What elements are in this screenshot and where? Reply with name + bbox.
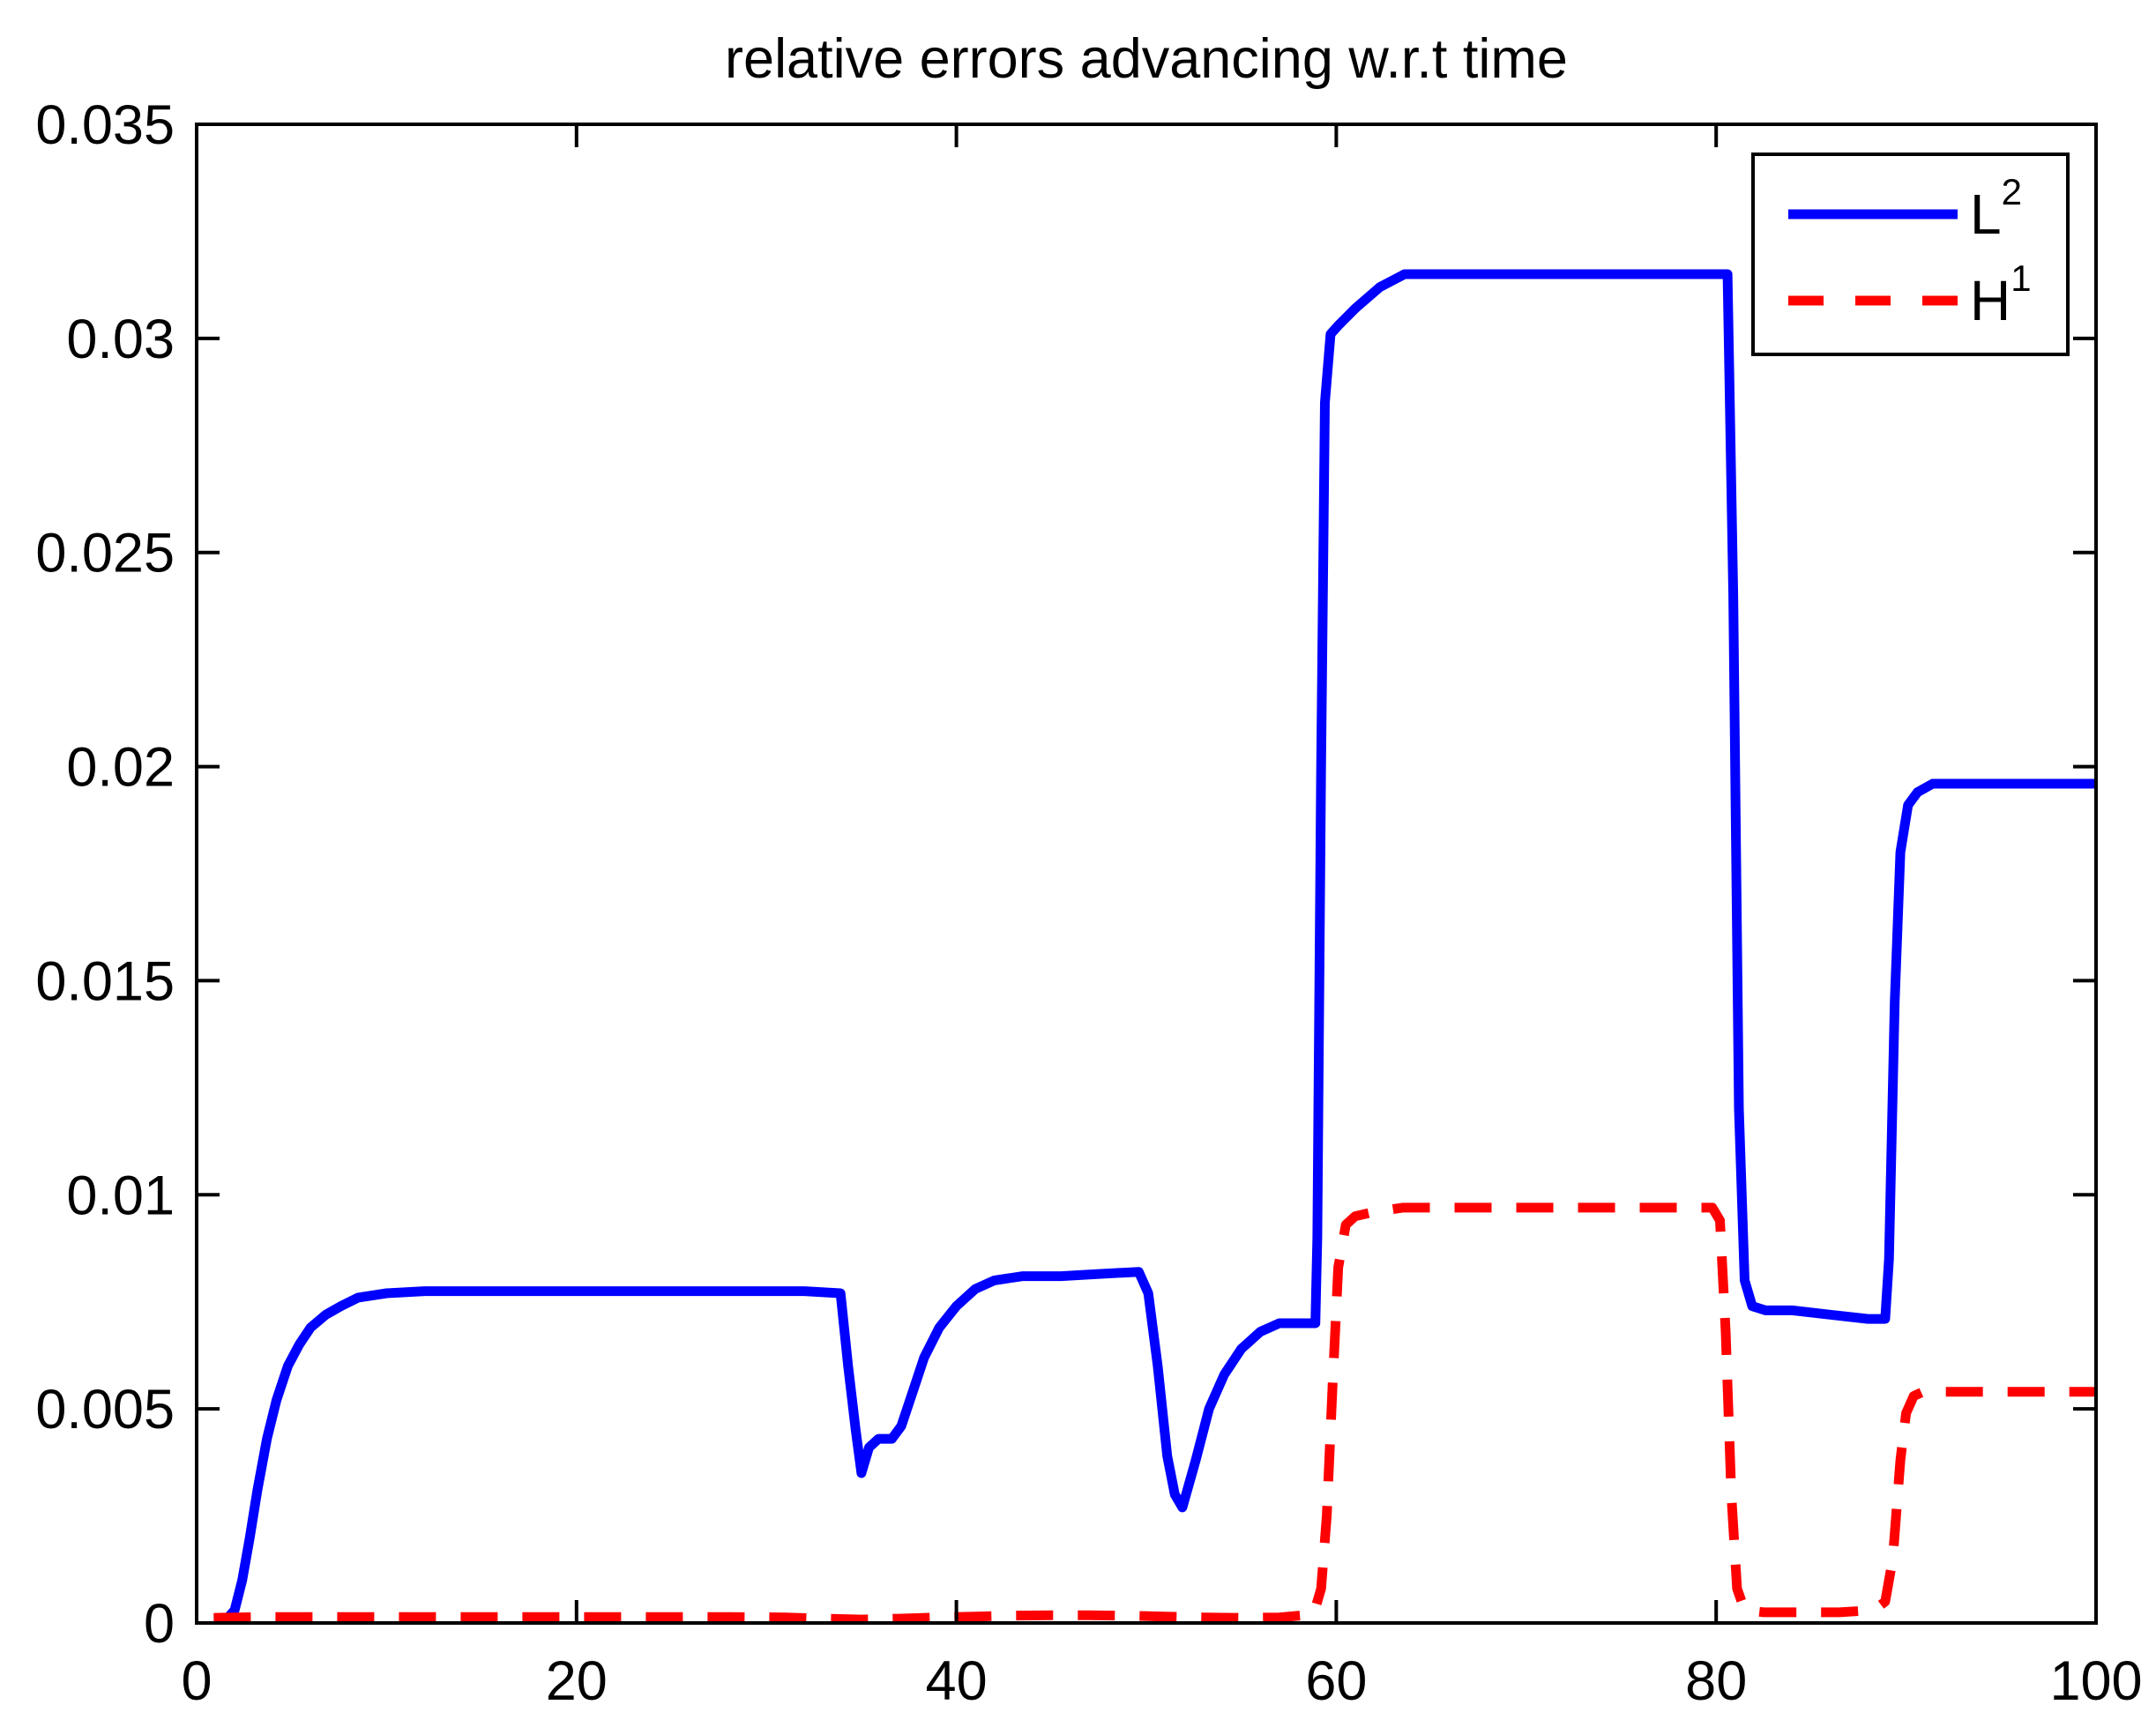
y-tick-label: 0.005 [35, 1379, 175, 1440]
legend-box [1751, 153, 2070, 356]
x-tick-label: 80 [1685, 1650, 1747, 1712]
y-tick-label: 0.025 [35, 523, 175, 584]
x-tick-label: 20 [546, 1650, 608, 1712]
series-layer [213, 269, 2096, 1625]
y-tick-label: 0.03 [66, 309, 175, 370]
legend-label-h1: H1 [1970, 257, 2032, 332]
x-tick-label: 40 [926, 1650, 988, 1712]
axes-box [195, 123, 2098, 1625]
y-tick-label: 0.01 [66, 1165, 175, 1226]
y-tick-label: 0.035 [35, 94, 175, 156]
axes-layer [195, 123, 2098, 1625]
x-tick-label: 100 [2049, 1650, 2142, 1712]
tick-label-layer: 0 20 40 60 80 100 0 0.005 0.01 0.015 0.02 0.025 0.03… [35, 94, 2142, 1712]
y-tick-label: 0.02 [66, 737, 175, 799]
series-line-l2 [213, 269, 2096, 1624]
y-tick-label: 0 [144, 1593, 175, 1655]
chart-title: relative errors advancing w.r.t time [725, 28, 1568, 90]
series-line-h1 [213, 1202, 2096, 1625]
x-tick-label: 60 [1305, 1650, 1367, 1712]
x-tick-label: 0 [181, 1650, 212, 1712]
y-tick-label: 0.015 [35, 950, 175, 1012]
legend-label-l2: L2 [1970, 171, 2022, 246]
